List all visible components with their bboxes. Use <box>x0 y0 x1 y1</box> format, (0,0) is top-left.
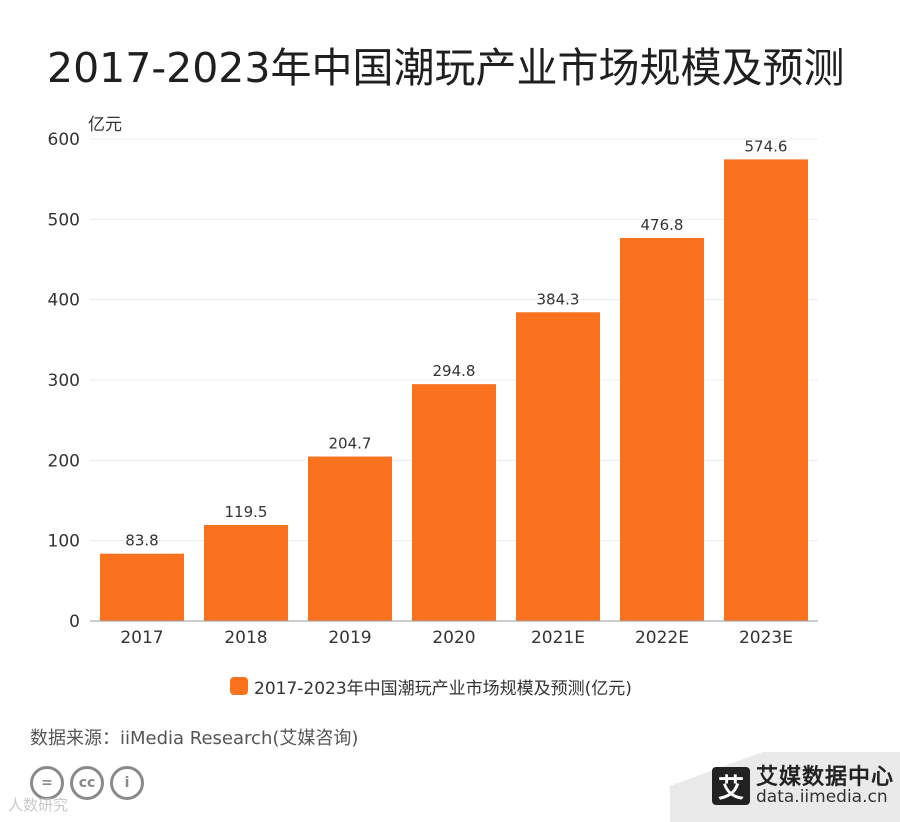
bars <box>100 159 808 621</box>
y-tick-label: 500 <box>48 210 80 230</box>
bar-2020 <box>412 384 496 621</box>
x-tick-labels: 2017 2018 2019 2020 2021E 2022E 2023E <box>120 628 793 648</box>
source-note: 数据来源：iiMedia Research(艾媒咨询) <box>30 728 359 749</box>
legend-swatch <box>230 677 248 695</box>
bar-value-labels: 83.8 119.5 204.7 294.8 384.3 476.8 574.6 <box>125 137 787 549</box>
y-tick-label: 300 <box>48 371 80 391</box>
bar-2019 <box>308 456 392 621</box>
y-tick-label: 400 <box>48 291 80 311</box>
bar-value-label: 204.7 <box>329 435 372 453</box>
y-tick-label: 0 <box>69 612 80 632</box>
y-axis-label: 亿元 <box>88 115 122 135</box>
chart-title: 2017-2023年中国潮玩产业市场规模及预测 <box>47 44 845 92</box>
equals-circle-icon: = <box>30 766 64 800</box>
x-tick-label: 2023E <box>739 628 793 648</box>
x-tick-label: 2019 <box>328 628 371 648</box>
bar-2018 <box>204 525 288 621</box>
x-tick-label: 2020 <box>432 628 475 648</box>
y-tick-labels: 0 100 200 300 400 500 600 <box>48 130 80 632</box>
bar-value-label: 476.8 <box>641 216 684 234</box>
cc-icon: cc <box>70 766 104 800</box>
bar-value-label: 574.6 <box>745 137 788 155</box>
bar-2022E <box>620 237 704 621</box>
brand-logo-icon: 艾 <box>712 767 750 806</box>
x-tick-label: 2017 <box>120 628 163 648</box>
brand-url: data.iimedia.cn <box>756 787 888 808</box>
legend-label: 2017-2023年中国潮玩产业市场规模及预测(亿元) <box>254 678 632 699</box>
bar-chart: 亿元 0 100 200 300 400 500 600 83.8 119.5 204.7 294… <box>48 115 818 648</box>
bar-2017 <box>100 553 184 621</box>
bar-2021E <box>516 312 600 621</box>
watermark: 人数研究 <box>8 796 69 814</box>
x-tick-label: 2021E <box>531 628 585 648</box>
x-tick-label: 2022E <box>635 628 689 648</box>
bar-value-label: 83.8 <box>125 532 158 550</box>
y-tick-label: 600 <box>48 130 80 150</box>
y-tick-label: 200 <box>48 451 80 471</box>
person-icon: i <box>110 766 144 800</box>
brand-background <box>670 752 900 822</box>
brand-name: 艾媒数据中心 <box>756 765 895 790</box>
bar-value-label: 384.3 <box>537 290 580 308</box>
y-tick-label: 100 <box>48 532 80 552</box>
brand: 艾 艾媒数据中心 data.iimedia.cn <box>712 766 894 807</box>
bar-2023E <box>724 159 808 621</box>
x-tick-label: 2018 <box>224 628 267 648</box>
bar-value-label: 294.8 <box>433 362 476 380</box>
license-icons: = cc i <box>30 766 150 800</box>
legend: 2017-2023年中国潮玩产业市场规模及预测(亿元) <box>230 674 632 699</box>
bar-value-label: 119.5 <box>225 503 268 521</box>
